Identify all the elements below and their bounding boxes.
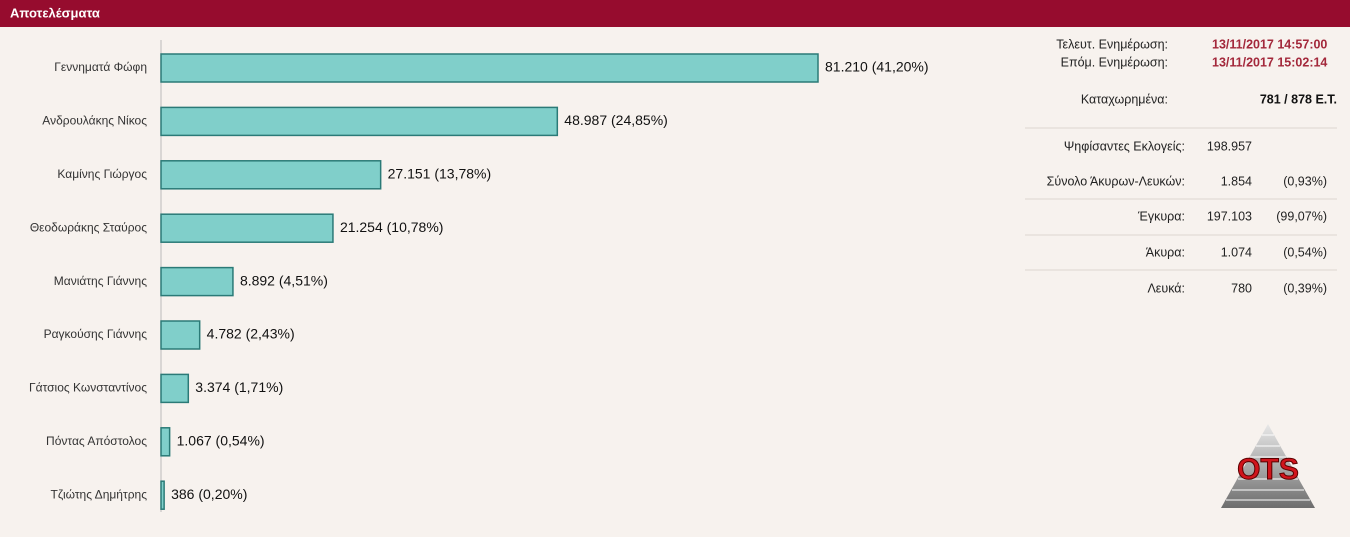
- bar: [160, 373, 190, 404]
- value-label: 81.210 (41,20%): [825, 59, 929, 75]
- stat-label: Σύνολο Άκυρων-Λευκών:: [1047, 174, 1185, 188]
- info-value: 13/11/2017 14:57:00: [1212, 37, 1327, 51]
- header-title: Αποτελέσματα: [10, 5, 100, 20]
- category-label: Πόντας Απόστολος: [46, 434, 147, 448]
- bar: [160, 53, 819, 83]
- value-label: 21.254 (10,78%): [340, 219, 444, 235]
- category-label: Ραγκούσης Γιάννης: [44, 327, 148, 341]
- value-label: 4.782 (2,43%): [207, 326, 295, 342]
- stat-value: 197.103: [1207, 209, 1252, 223]
- value-label: 8.892 (4,51%): [240, 272, 328, 288]
- bar: [160, 427, 171, 457]
- value-label: 3.374 (1,71%): [195, 379, 283, 395]
- logo-stripes: [1226, 434, 1310, 501]
- stat-value: 198.957: [1207, 139, 1252, 153]
- stat-label: Λευκά:: [1147, 281, 1185, 295]
- category-label: Τζιώτης Δημήτρης: [51, 487, 148, 501]
- bar: [160, 266, 234, 297]
- bar: [160, 160, 382, 190]
- stat-percent: (0,39%): [1283, 281, 1327, 295]
- logo-text: OTS: [1237, 453, 1299, 486]
- stat-percent: (0,54%): [1283, 245, 1327, 259]
- value-label: 386 (0,20%): [171, 486, 247, 502]
- logo: OTS: [1221, 424, 1315, 508]
- bar: [160, 320, 201, 350]
- category-label: Μανιάτης Γιάννης: [54, 274, 147, 288]
- bar: [160, 213, 334, 243]
- bar: [160, 106, 559, 137]
- stat-value: 780: [1231, 281, 1252, 295]
- category-label: Γεννηματά Φώφη: [54, 60, 147, 74]
- stat-value: 1.074: [1221, 245, 1252, 259]
- header-bar: [0, 0, 1350, 27]
- stat-label: Έγκυρα:: [1137, 209, 1185, 223]
- stat-value: 1.854: [1221, 174, 1252, 188]
- logo-pyramid: [1221, 424, 1315, 508]
- info-label: Καταχωρημένα:: [1081, 92, 1168, 106]
- value-label: 1.067 (0,54%): [177, 433, 265, 449]
- value-label: 27.151 (13,78%): [388, 166, 492, 182]
- stat-label: Ψηφίσαντες Εκλογείς:: [1064, 139, 1185, 153]
- category-label: Θεοδωράκης Σταύρος: [30, 220, 147, 234]
- info-value: 781 / 878 Ε.Τ.: [1260, 92, 1337, 106]
- value-label: 48.987 (24,85%): [564, 112, 668, 128]
- category-label: Ανδρουλάκης Νίκος: [42, 114, 147, 128]
- stat-percent: (99,07%): [1276, 209, 1327, 223]
- info-label: Τελευτ. Ενημέρωση:: [1056, 37, 1168, 51]
- info-label: Επόμ. Ενημέρωση:: [1061, 55, 1168, 69]
- category-label: Γάτσιος Κωνσταντίνος: [29, 381, 147, 395]
- stat-label: Άκυρα:: [1146, 245, 1185, 259]
- stat-percent: (0,93%): [1283, 174, 1327, 188]
- info-value: 13/11/2017 15:02:14: [1212, 55, 1327, 69]
- bar: [160, 480, 165, 510]
- category-label: Καμίνης Γιώργος: [57, 167, 147, 181]
